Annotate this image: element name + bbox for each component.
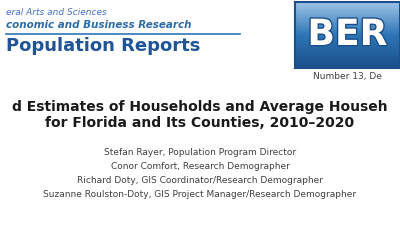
Text: Richard Doty, GIS Coordinator/Research Demographer: Richard Doty, GIS Coordinator/Research D… — [77, 176, 323, 185]
Text: BER: BER — [308, 18, 388, 52]
Text: d Estimates of Households and Average Househ: d Estimates of Households and Average Ho… — [12, 100, 388, 114]
Text: Number 13, De: Number 13, De — [312, 72, 382, 81]
Text: Conor Comfort, Research Demographer: Conor Comfort, Research Demographer — [110, 162, 290, 171]
Text: conomic and Business Research: conomic and Business Research — [6, 20, 192, 30]
Text: for Florida and Its Counties, 2010–2020: for Florida and Its Counties, 2010–2020 — [46, 116, 354, 130]
Text: Stefan Rayer, Population Program Director: Stefan Rayer, Population Program Directo… — [104, 148, 296, 157]
Text: Population Reports: Population Reports — [6, 37, 200, 55]
Text: Suzanne Roulston-Doty, GIS Project Manager/Research Demographer: Suzanne Roulston-Doty, GIS Project Manag… — [44, 190, 356, 199]
Text: eral Arts and Sciences: eral Arts and Sciences — [6, 8, 107, 17]
